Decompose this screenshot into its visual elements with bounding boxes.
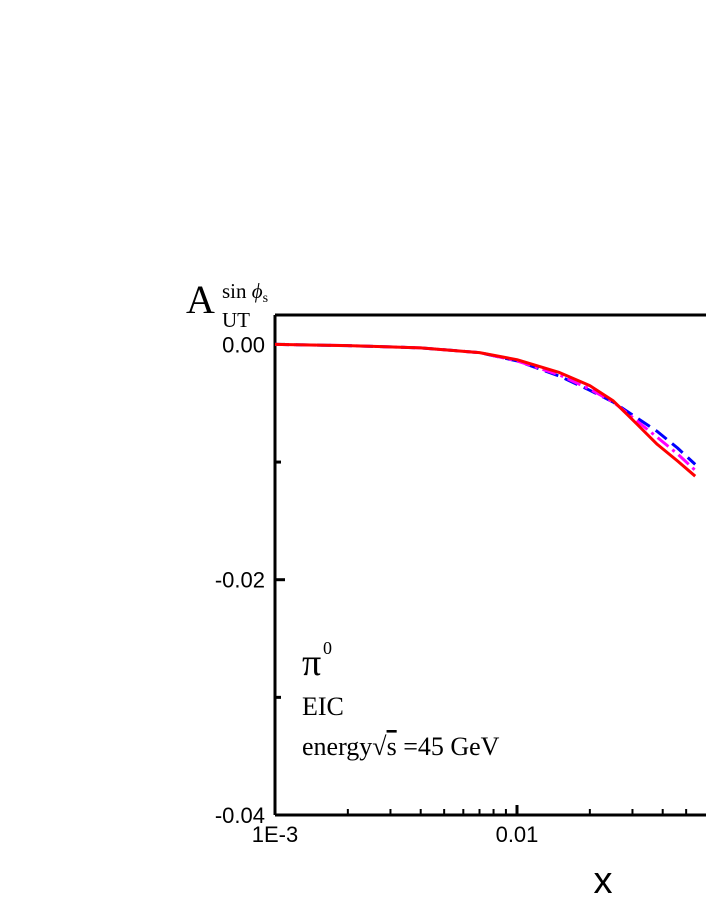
x-tick-label: 1E-3: [252, 822, 298, 847]
x-tick-label: 0.01: [496, 822, 539, 847]
annotation-block: π 0 EIC energy√s =45 GeV: [302, 638, 500, 761]
series-line-3: [274, 342, 697, 472]
x-axis-title: x: [594, 860, 613, 902]
annotation-energy-prefix: energy: [302, 732, 372, 761]
y-axis-title-sup-prefix: sin: [222, 279, 252, 303]
x-ticks: 1E-3 0.01: [252, 805, 688, 847]
annotation-energy: energy√s =45 GeV: [302, 732, 500, 761]
y-axis-title-superscript: sin ϕs: [222, 279, 268, 306]
y-axis-title-main: A: [186, 277, 215, 322]
annotation-energy-s: s: [387, 732, 397, 761]
y-axis-title-sup-phi: ϕ: [252, 279, 263, 303]
y-tick-label: -0.04: [215, 803, 265, 828]
y-axis-title-sup-sub: s: [263, 291, 268, 306]
annotation-experiment: EIC: [302, 692, 344, 721]
y-axis-title: A UT sin ϕs: [186, 277, 268, 332]
y-ticks: 0.00 -0.02 -0.04: [215, 332, 285, 828]
y-tick-label: -0.02: [215, 568, 265, 593]
y-axis-title-subscript: UT: [222, 308, 250, 332]
y-tick-label: 0.00: [222, 332, 265, 357]
annotation-energy-sqrt: √: [372, 732, 387, 761]
annotation-energy-value: =45 GeV: [397, 732, 500, 761]
series-line-1: [274, 342, 697, 478]
series-layer: [274, 342, 697, 478]
annotation-particle-superscript: 0: [323, 638, 332, 658]
annotation-particle: π: [302, 642, 321, 684]
